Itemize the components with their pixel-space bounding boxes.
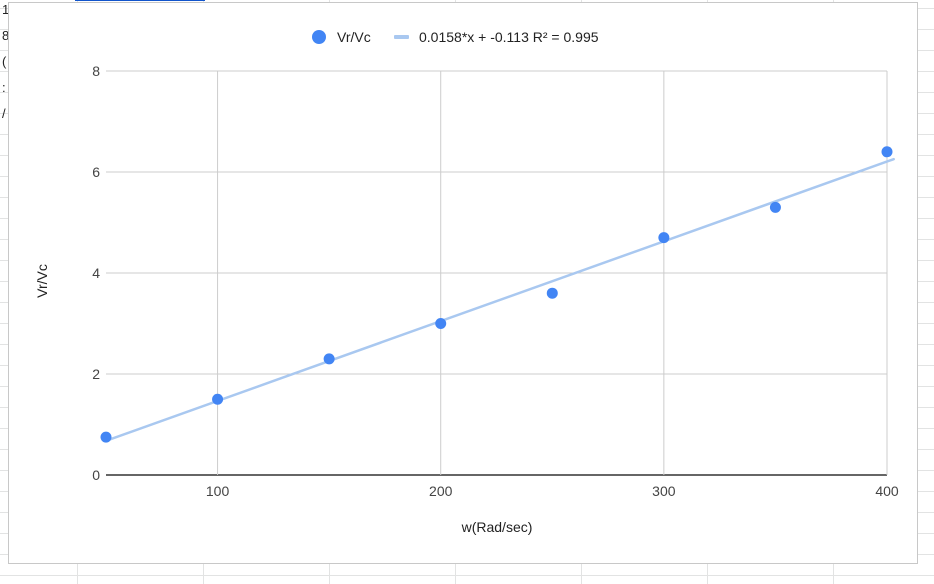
- data-point[interactable]: [546, 287, 558, 299]
- y-tick-label: 8: [92, 63, 100, 79]
- cell-link-underline: [75, 0, 205, 3]
- trendline: [104, 157, 895, 443]
- data-point[interactable]: [658, 232, 670, 244]
- sheet-cell-text: 1: [2, 2, 10, 17]
- legend[interactable]: Vr/Vc 0.0158*x + -0.113 R² = 0.995: [312, 29, 599, 45]
- data-point[interactable]: [435, 318, 447, 329]
- legend-marker-series: [312, 30, 326, 44]
- chart-container[interactable]: [8, 2, 918, 564]
- sheet-cell-text: 8: [2, 28, 10, 43]
- data-points: [100, 146, 893, 443]
- x-tick-label: 300: [652, 483, 676, 499]
- x-axis-title: w(Rad/sec): [461, 519, 533, 535]
- sheet-cell-text: /: [2, 106, 6, 121]
- legend-label-series: Vr/Vc: [337, 29, 371, 45]
- y-axis-title: Vr/Vc: [34, 264, 50, 298]
- y-tick-label: 6: [92, 164, 100, 180]
- x-tick-label: 100: [206, 483, 230, 499]
- trendline-layer: [104, 157, 895, 443]
- x-tick-label: 200: [429, 483, 453, 499]
- tick-labels: 0 2 4 6 8 100 200 300 400: [92, 63, 899, 499]
- y-tick-label: 4: [92, 265, 100, 281]
- sheet-cell-text: :: [2, 80, 6, 95]
- legend-marker-trendline: [394, 35, 409, 39]
- data-point[interactable]: [212, 393, 224, 405]
- legend-label-trendline: 0.0158*x + -0.113 R² = 0.995: [419, 29, 599, 45]
- data-point[interactable]: [769, 201, 781, 213]
- x-tick-label: 400: [875, 483, 899, 499]
- data-point[interactable]: [323, 353, 335, 365]
- data-point[interactable]: [100, 431, 112, 443]
- sheet-cell-text: (: [2, 54, 7, 69]
- y-tick-label: 2: [92, 366, 100, 382]
- gridlines: [106, 70, 888, 476]
- y-tick-label: 0: [92, 467, 100, 483]
- data-point[interactable]: [881, 146, 893, 158]
